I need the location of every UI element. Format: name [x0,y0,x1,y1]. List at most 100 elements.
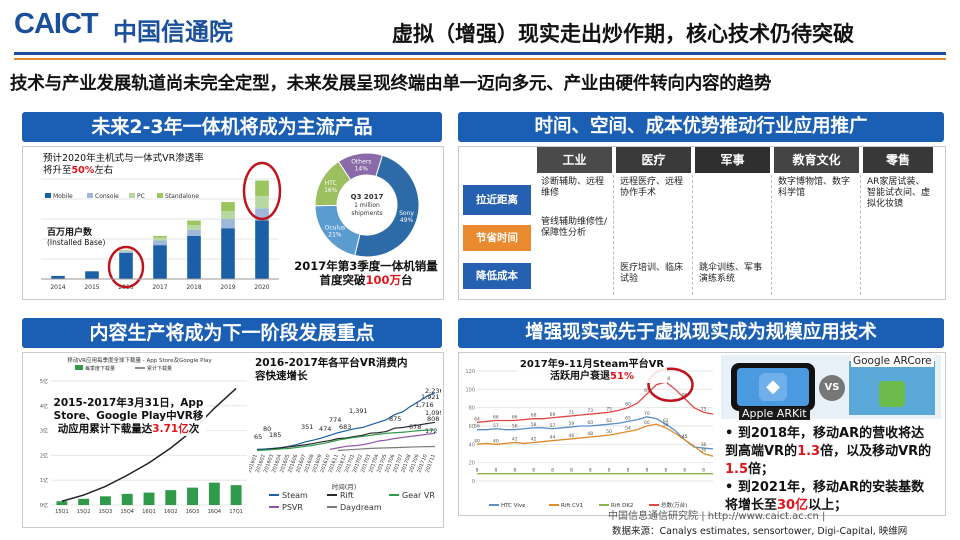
data-label: 474 [319,425,331,433]
slice-others [337,152,383,181]
data-label: 8 [608,468,611,474]
q3-download-callout: 2015-2017年3月31日，App Store、Google Play中VR… [51,397,206,436]
y-tick-label: 5亿 [40,378,48,385]
cell-2-2: 跳伞训练、军事演练系统 [699,263,763,284]
legend-label: Rift DK2 [611,503,633,509]
cell-0-3: 数字博物馆、数字科学馆 [778,177,851,198]
legend-swatch [129,193,135,198]
slide-subtitle: 技术与产业发展轨道尚未完全定型，未来发展呈现终端由单一迈向多元、产业由硬件转向内… [10,74,772,94]
data-label: 65 [254,433,262,441]
data-label: 60 [644,420,650,426]
data-label: 678 [409,423,421,431]
data-label: 8 [645,468,648,474]
data-label: 62 [606,418,612,424]
data-label: 70 [644,411,650,417]
donut-center-text: Q3 2017 [351,193,384,201]
highlight-peak [647,367,694,402]
y-tick-label: 100 [465,387,475,393]
line-psvr [329,432,436,451]
legend-label: Console [95,193,119,200]
bar-console-2017 [153,240,167,246]
cell-0-1: 远程医疗、远程协作手术 [620,177,684,198]
slide-title: 虚拟（增强）现实走出炒作期，核心技术仍待突破 [392,22,854,46]
y-tick-label: 120 [465,369,475,375]
footer-url[interactable]: http://www.caict.ac.cn [707,511,819,522]
data-label: 1,921 [421,393,440,401]
data-label: 351 [301,423,313,431]
legend-swatch [75,365,83,370]
x-tick-label: 2020 [254,284,269,291]
data-label: 56 [474,424,480,430]
legend-label: Rift [340,491,354,500]
data-label: 8 [532,468,535,474]
bar-pc-2018 [187,225,201,230]
arkit-label: Apple ARKit [739,407,810,420]
data-label: 8 [589,468,592,474]
y-tick-label: 2亿 [40,452,48,459]
slice-value: 14% [355,165,369,172]
data-label: 8 [551,468,554,474]
legend-label: PC [137,193,145,200]
q3-download-chart: 0亿 1亿 2亿 3亿 4亿 5亿 15Q1 15Q2 15Q3 15Q4 16Q1 16Q2 16Q3… [40,365,247,515]
industry-header-4: 零售 [863,147,933,173]
data-label: 1,391 [349,407,368,415]
x-tick-label: 17Q1 [229,509,242,515]
donut-center-text: 1 million [354,202,380,209]
bar-15Q4 [121,493,133,505]
data-label: 36 [701,442,707,448]
legend-swatch [87,193,93,198]
x-tick-label: 16Q3 [186,509,199,515]
bar-console-2018 [187,229,201,236]
line-rift [256,421,436,451]
y-tick-label: 3亿 [40,428,48,435]
legend-label: PSVR [282,503,303,512]
legend-label: Daydream [340,503,382,512]
data-label: 42 [512,437,518,443]
q3-content-growth-callout: 2016-2017年各平台VR消费内容快速增长 [255,357,408,382]
line-steam [256,392,436,450]
data-label: 71 [569,410,575,416]
bar-16Q3 [187,487,198,505]
bar-16Q2 [165,490,177,505]
legend-label: Standalone [165,193,199,200]
y-tick-label: 1亿 [40,477,48,484]
q4-steam-callout: 2017年9-11月Steam平台VR活跃用户衰退51% [517,359,667,383]
q4-steam-line-chart: 0 20 40 60 80 100 120 56 57 56 58 57 59 60 62 65 70 62 45 3… [465,367,714,509]
bar-pc-2019 [221,211,235,219]
cell-0-4: AR家居试装、智能试衣间、虚拟化妆镜 [867,177,931,209]
data-label: 68 [531,413,537,419]
bar-mobile-2016 [119,252,133,279]
legend-label: 每季度下载量 [85,365,115,372]
y-tick-label: 80 [469,406,475,412]
data-label: 64 [474,416,480,422]
data-label: 30 [701,448,707,454]
data-label: 58 [531,422,537,428]
caict-logo-cn: 中国信通院 [113,18,233,46]
q3-banner: 内容生产将成为下一阶段发展重点 [22,318,442,348]
data-label: 57 [493,423,499,429]
data-label: 185 [269,431,281,439]
bar-17Q1 [230,485,242,505]
industry-header-0: 工业 [537,147,612,173]
donut-center-text: shipments [351,210,382,217]
bar-mobile-2015 [85,271,99,279]
data-label: 95 [644,388,650,394]
data-label: 75 [606,406,612,412]
donut-hole [338,176,396,234]
line-cumulative [61,387,237,503]
slice-sony [354,154,420,258]
x-tick-label: 15Q1 [55,509,68,515]
x-tick-label: 2017 [152,284,167,291]
column-divider [613,175,614,295]
slice-value: 21% [328,232,342,239]
caict-logo: CAICT [14,8,99,40]
x-tick-label: 2014 [50,284,65,291]
slice-label: HTC [325,180,337,187]
data-label: 44 [550,435,556,441]
x-axis-title: 时间(月) [332,482,357,491]
data-label: 57 [550,423,556,429]
data-label: 8 [664,468,667,474]
arcore-scene-image [849,361,935,415]
slice-value: 16% [324,187,338,194]
legend-label: 累计下载量 [147,365,172,372]
